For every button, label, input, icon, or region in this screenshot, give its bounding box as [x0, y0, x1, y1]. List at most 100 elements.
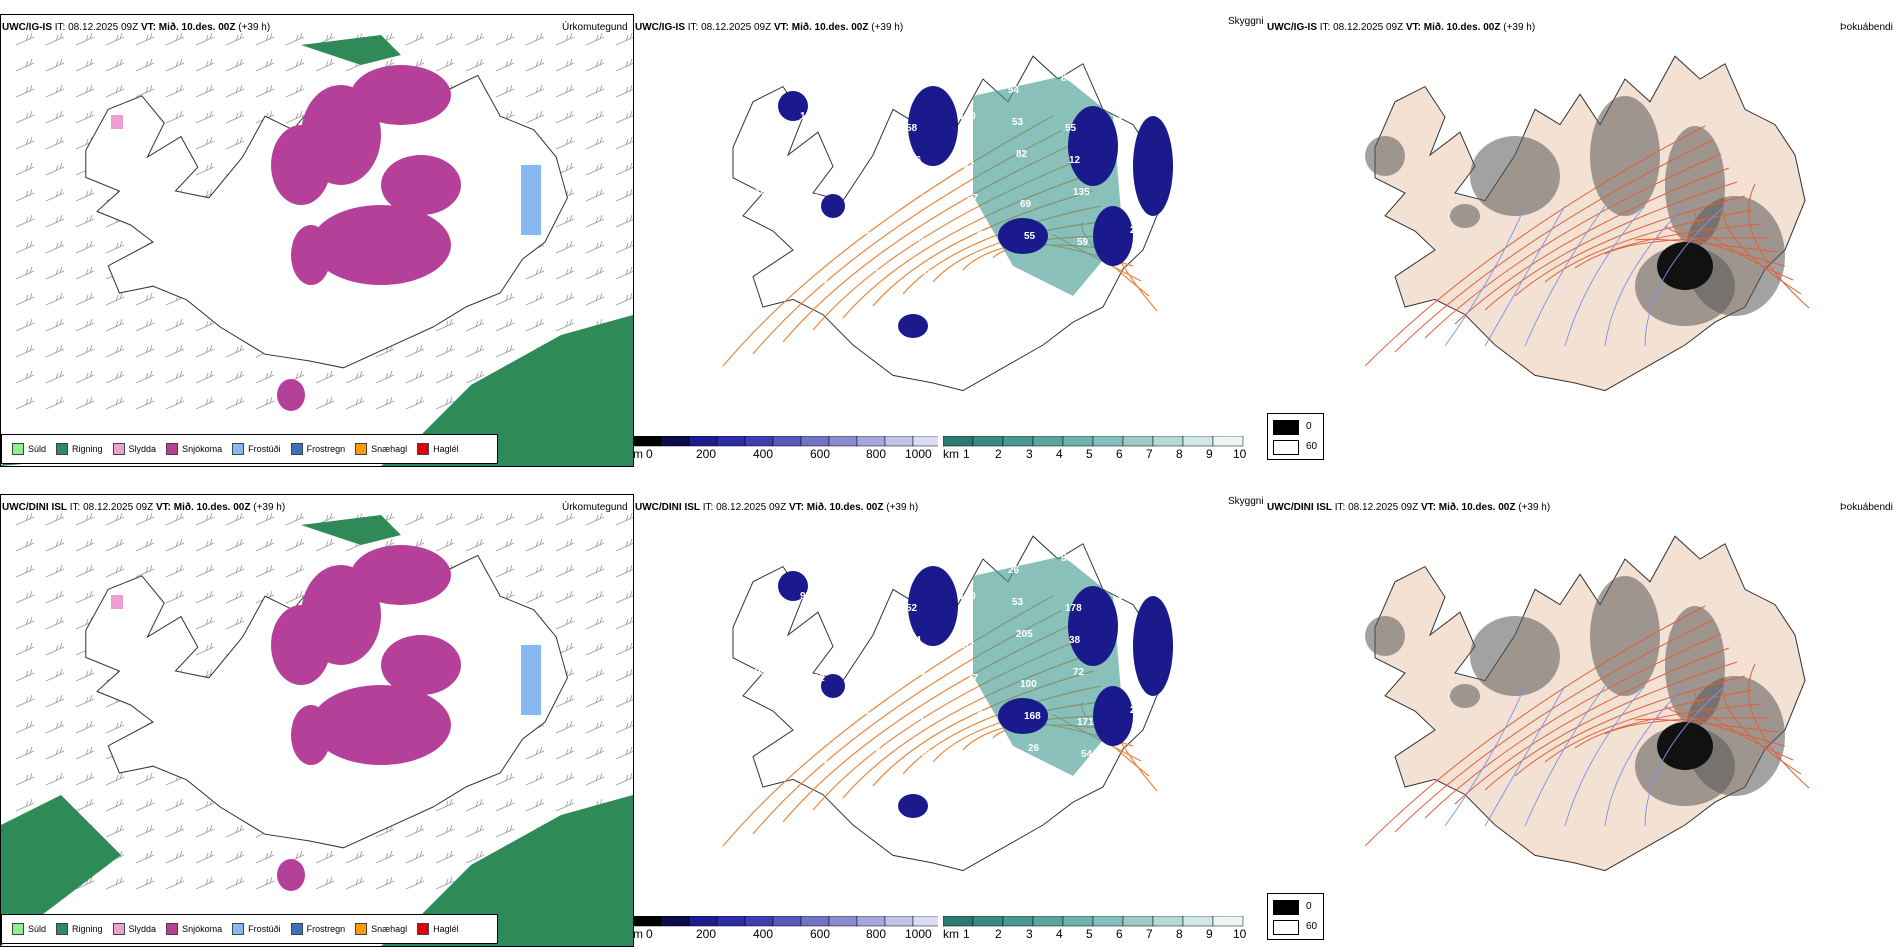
scale-km-tick: 6 — [1116, 927, 1123, 941]
vis-value-label: 47 — [963, 161, 975, 172]
scale-m-bottom: m 0 200 400 600 800 1000 — [633, 916, 938, 944]
legend-swatch — [56, 923, 69, 935]
vis-value-label: 100 — [1020, 679, 1037, 690]
scale-km-tick: 5 — [1086, 927, 1093, 941]
vis-value-label: 16 — [910, 155, 922, 166]
scale-km-tick: 1 — [963, 447, 970, 461]
legend-label: Rigning — [72, 924, 103, 934]
scale-m-tick: 400 — [753, 447, 774, 461]
vis-value-label: 142 — [759, 237, 776, 248]
scale-km-tick: 10 — [1233, 927, 1247, 941]
scale-km-tick: 6 — [1116, 447, 1123, 461]
scale-m-tick: 200 — [696, 447, 717, 461]
legend-swatch — [417, 443, 430, 455]
legend-label: Snjókoma — [182, 924, 223, 934]
vis-value-label: 12 — [1069, 155, 1081, 166]
scale-m-top: m 0 200 400 600 800 1000 — [633, 436, 938, 464]
vis-value-label: 61 — [853, 117, 865, 128]
fog-legend-label: 0 — [1306, 421, 1312, 432]
vis-value-label: 171 — [1077, 717, 1094, 728]
vis-value-label: 82 — [1016, 149, 1028, 160]
vis-value-label: 55 — [1065, 123, 1077, 134]
vis-value-label: 47 — [1126, 673, 1138, 684]
vis-value-label: 45 — [1126, 193, 1138, 204]
vis-value-label: 208 — [1130, 225, 1147, 236]
vis-value-label: 37 — [967, 673, 979, 684]
vis-value-label: 82 — [918, 237, 930, 248]
legend-label: Snjókoma — [182, 444, 223, 454]
scale-km-unit: km — [943, 927, 959, 941]
precip-legend-bottom: Súld Rigning Slydda Snjókoma Frostúði Frostre… — [1, 914, 498, 944]
scale-m-tick: 600 — [810, 447, 831, 461]
fog-legend-bottom: 0 60 — [1267, 893, 1324, 940]
legend-label: Frostúði — [248, 444, 281, 454]
scale-m-tick: 0 — [646, 447, 653, 461]
vis-value-label: 205 — [1016, 629, 1033, 640]
legend-swatch — [290, 923, 303, 935]
precip-panel-bottom: Súld Rigning Slydda Snjókoma Frostúði Frostre… — [0, 494, 634, 947]
fog-swatch-dark — [1273, 420, 1299, 435]
vis-value-label: 95 — [800, 591, 812, 602]
vis-value-label: 50 — [804, 161, 816, 172]
precip-legend-item: Frostregn — [290, 443, 345, 455]
title-precip-bottom: Úrkomutegund — [562, 502, 628, 513]
legend-label: Slydda — [128, 924, 157, 934]
precip-map-top — [1, 32, 633, 466]
vis-panel-bottom: 12 54 70 40 22 26 59 42 273 95 61 52 160 53 178 67 76 221… — [633, 516, 1263, 916]
fog-swatch-dark — [1273, 900, 1299, 915]
vis-value-label: 40 — [763, 269, 775, 280]
vis-value-label: 13 — [922, 269, 934, 280]
legend-swatch — [232, 923, 245, 935]
scale-km-tick: 5 — [1086, 447, 1093, 461]
vis-value-label: 86 — [816, 755, 828, 766]
scale-m-unit: m — [633, 447, 643, 461]
precip-legend-item: Súld — [12, 443, 46, 455]
legend-swatch — [166, 443, 179, 455]
legend-swatch — [290, 443, 303, 455]
vis-value-label: 86 — [796, 79, 808, 90]
vis-value-label: 37 — [849, 85, 861, 96]
vis-value-label: 76 — [975, 755, 987, 766]
scale-km-bottom: km 1 2 3 4 5 6 7 8 9 10 — [943, 916, 1265, 944]
vis-value-label: 47 — [857, 149, 869, 160]
precip-legend-item: Frostregn — [290, 923, 345, 935]
legend-label: Snæhagl — [371, 924, 408, 934]
header-vis-top: UWC/IG-IS IT: 08.12.2025 09Z VT: Mið. 10… — [635, 22, 904, 33]
legend-swatch — [232, 443, 245, 455]
vis-value-label: 160 — [959, 591, 976, 602]
precip-legend-item: Súld — [12, 923, 46, 935]
header-vis-bottom: UWC/DINI ISL IT: 08.12.2025 09Z VT: Mið.… — [635, 502, 919, 513]
scale-m-tick: 600 — [810, 927, 831, 941]
precip-legend-item: Snæhagl — [355, 923, 407, 935]
scale-km-tick: 1 — [963, 927, 970, 941]
vis-value-label: 85 — [1061, 73, 1073, 84]
scale-km-tick: 3 — [1026, 447, 1033, 461]
scale-m-tick: 400 — [753, 927, 774, 941]
vis-value-label: 54 — [1114, 79, 1126, 90]
vis-value-label: 54 — [1081, 749, 1093, 760]
precip-legend-item: Rigning — [56, 923, 103, 935]
title-precip-top: Úrkomutegund — [562, 22, 628, 33]
legend-label: Haglél — [433, 924, 459, 934]
precip-map-bottom — [1, 512, 633, 946]
vis-value-label: 52 — [906, 603, 918, 614]
precip-legend-item: Frostúði — [232, 443, 281, 455]
vis-value-label: 61 — [853, 597, 865, 608]
vis-value-label: 57 — [963, 641, 975, 652]
vis-value-label: 54 — [910, 635, 922, 646]
precip-legend-item: Slydda — [112, 443, 156, 455]
vis-value-label: 178 — [1065, 603, 1082, 614]
vis-value-label: 54 — [796, 559, 808, 570]
vis-value-label: 79 — [918, 717, 930, 728]
precip-legend-item: Frostúði — [232, 923, 281, 935]
vis-value-label: 327 — [759, 717, 776, 728]
vis-value-label: 130 — [959, 111, 976, 122]
vis-value-label: 99 — [1118, 111, 1130, 122]
precip-legend-item: Rigning — [56, 443, 103, 455]
scale-m-unit: m — [633, 927, 643, 941]
vis-value-label: 99 — [869, 743, 881, 754]
vis-value-label: 168 — [1024, 711, 1041, 722]
legend-swatch — [112, 923, 125, 935]
vis-value-label: 22 — [955, 559, 967, 570]
fog-map-top — [1364, 55, 1810, 392]
